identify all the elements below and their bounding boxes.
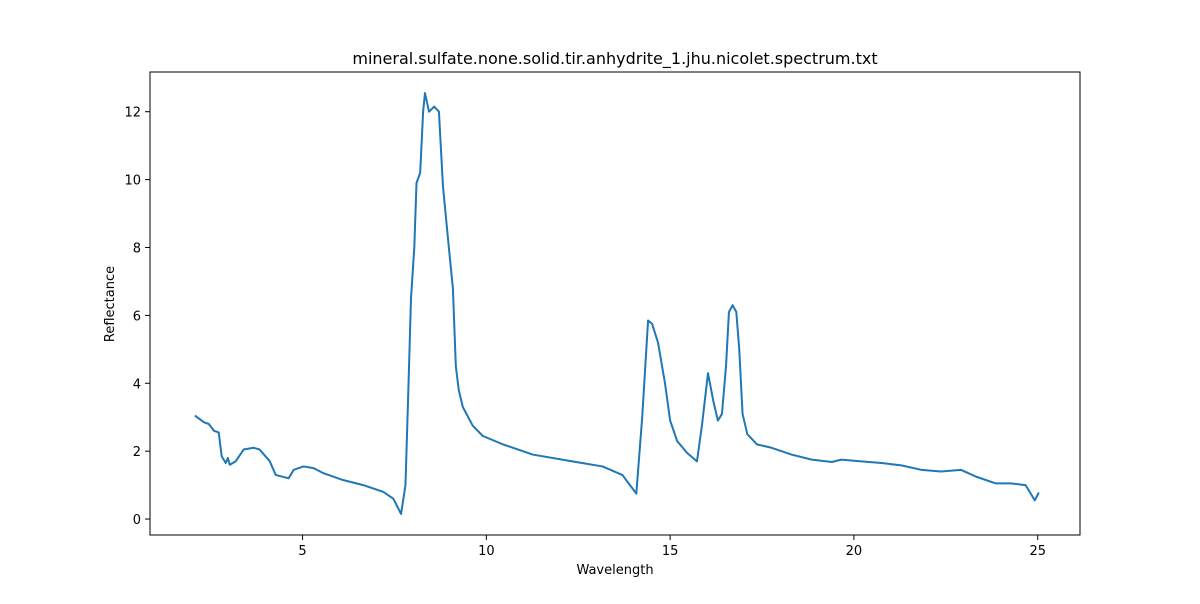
- chart-title: mineral.sulfate.none.solid.tir.anhydrite…: [352, 49, 877, 69]
- x-tick-label: 10: [478, 544, 495, 559]
- x-tick-label: 20: [846, 544, 863, 559]
- line-series: [194, 92, 1040, 515]
- y-tick-label: 10: [124, 174, 141, 189]
- x-tick-label: 15: [662, 544, 679, 559]
- x-axis-label: Wavelength: [576, 563, 653, 578]
- y-tick-label: 8: [133, 241, 141, 256]
- y-tick-label: 2: [133, 445, 141, 460]
- y-tick-label: 4: [133, 377, 141, 392]
- x-tick-label: 25: [1029, 544, 1046, 559]
- x-tick-label: 5: [298, 544, 306, 559]
- y-tick-label: 12: [124, 106, 141, 121]
- y-tick-label: 0: [133, 513, 141, 528]
- plot-frame: [149, 71, 1081, 536]
- y-axis-label: Reflectance: [103, 266, 118, 342]
- y-tick-label: 6: [133, 309, 141, 324]
